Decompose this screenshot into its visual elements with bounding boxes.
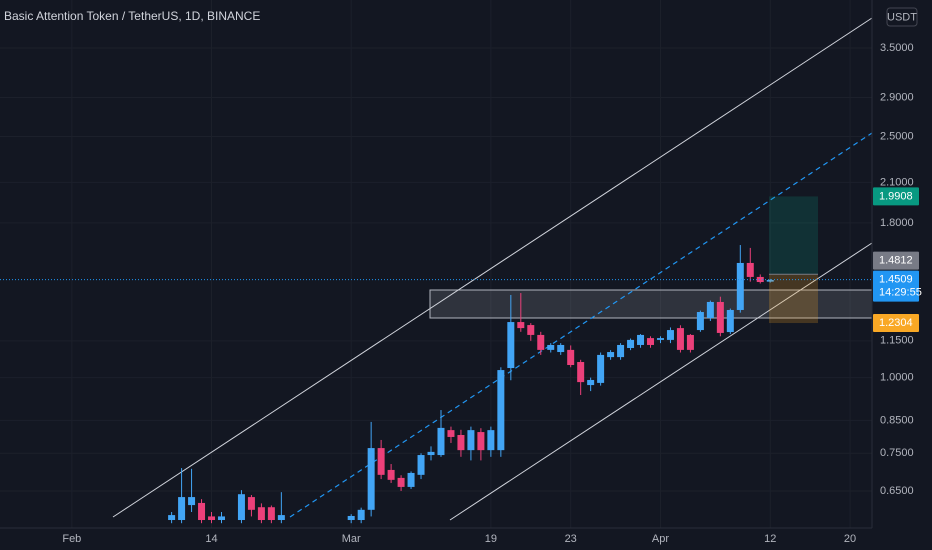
y-tick-label: 1.8000: [880, 217, 914, 229]
candle-body: [527, 325, 535, 335]
y-tick-label: 0.8500: [880, 414, 914, 426]
price-badge: [873, 270, 919, 302]
candle-body: [198, 502, 206, 521]
candle-body: [557, 344, 565, 353]
candle-body: [178, 497, 186, 521]
candle-body: [487, 430, 495, 451]
position-profit: [769, 196, 818, 275]
x-tick-label: 23: [565, 533, 577, 545]
y-tick-label: 2.5000: [880, 130, 914, 142]
y-tick-label: 3.5000: [880, 42, 914, 54]
y-tick-label: 0.7500: [880, 447, 914, 459]
candle-body: [217, 516, 225, 521]
candle-body: [457, 434, 465, 451]
candle-body: [247, 497, 255, 510]
chart-title: Basic Attention Token / TetherUS, 1D, BI…: [4, 9, 260, 23]
candle-body: [706, 301, 714, 319]
y-tick-label: 0.6500: [880, 485, 914, 497]
price-badge-label: 1.4509: [879, 274, 913, 286]
x-tick-label: 19: [485, 533, 497, 545]
candle-body: [517, 322, 525, 329]
candle-body: [746, 262, 754, 277]
candle-body: [676, 328, 684, 350]
y-tick-label: 1.1500: [880, 335, 914, 347]
candle-body: [716, 301, 724, 333]
candle-body: [497, 370, 505, 451]
candle-body: [666, 330, 674, 340]
candle-body: [726, 309, 734, 333]
currency-button-label[interactable]: USDT: [887, 11, 917, 23]
candle-body: [607, 352, 615, 358]
candle-body: [347, 515, 355, 521]
x-tick-label: Apr: [652, 533, 669, 545]
candle-body: [696, 312, 704, 331]
candle-body: [567, 349, 575, 366]
candle-body: [447, 430, 455, 437]
x-tick-label: Feb: [62, 533, 81, 545]
candle-body: [756, 276, 764, 283]
candle-body: [377, 448, 385, 475]
candle-body: [647, 338, 655, 345]
candle-body: [597, 354, 605, 383]
candle-body: [407, 472, 415, 487]
countdown-label: 14:29:55: [879, 287, 922, 299]
y-tick-label: 1.0000: [880, 371, 914, 383]
candle-body: [417, 455, 425, 475]
position-loss: [769, 274, 818, 324]
candle-body: [208, 516, 216, 521]
price-badge: [873, 251, 919, 270]
candle-body: [237, 494, 245, 521]
overlay: [0, 196, 872, 324]
price-badge: [873, 314, 919, 333]
currency-button[interactable]: [886, 7, 918, 27]
candle-body: [587, 379, 595, 386]
x-tick-label: Mar: [342, 533, 361, 545]
candle-body: [437, 427, 445, 456]
candle-body: [577, 362, 585, 383]
y-tick-label: 2.9000: [880, 91, 914, 103]
candle-body: [397, 477, 405, 487]
candle-body: [477, 432, 485, 451]
candle-body: [547, 344, 555, 350]
channel-lower: [449, 242, 873, 521]
candle-body: [277, 515, 285, 521]
x-tick-label: 20: [844, 533, 856, 545]
candle-body: [427, 451, 435, 456]
x-tick-label: 12: [764, 533, 776, 545]
price-badge-label: 1.9908: [879, 190, 913, 202]
candle-body: [686, 334, 694, 350]
candle-body: [617, 344, 625, 358]
candle-body: [467, 430, 475, 451]
price-badge-label: 1.4812: [879, 255, 913, 267]
candle-body: [656, 338, 664, 340]
candle-body: [507, 322, 515, 369]
candle-body: [627, 339, 635, 349]
candles: [168, 245, 774, 524]
candle-body: [387, 469, 395, 480]
candle-body: [267, 507, 275, 521]
candle-body: [537, 334, 545, 350]
price-badge-label: 1.2304: [879, 317, 913, 329]
candle-body: [766, 280, 774, 282]
axes: 0.6500 0.7500 0.8500 1.0000 1.1500 1.8000 2.10…: [62, 42, 921, 545]
candle-body: [188, 497, 196, 506]
price-badge: [873, 187, 919, 206]
y-tick-label: 2.1000: [880, 176, 914, 188]
candle-body: [357, 509, 365, 521]
candle-body: [637, 334, 645, 345]
channel-upper: [112, 17, 873, 518]
candle-body: [168, 515, 176, 521]
candle-body: [257, 507, 265, 521]
candle-body: [736, 262, 744, 310]
x-tick-label: 14: [205, 533, 217, 545]
candle-body: [367, 448, 375, 510]
